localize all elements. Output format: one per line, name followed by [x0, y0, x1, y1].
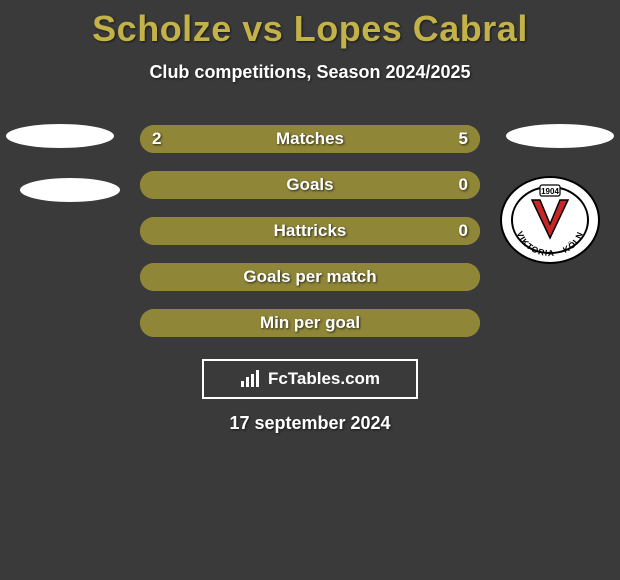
stat-row-gpm: Goals per match — [0, 263, 620, 309]
fctables-label: FcTables.com — [268, 369, 380, 389]
left-shape-1 — [6, 124, 114, 148]
stat-right-value: 0 — [459, 221, 468, 241]
stat-bar: Min per goal — [140, 309, 480, 337]
right-shape-1 — [506, 124, 614, 148]
badge-year: 1904 — [541, 187, 559, 196]
fctables-attribution: FcTables.com — [202, 359, 418, 399]
stat-bar: Goals per match — [140, 263, 480, 291]
stat-label: Matches — [276, 129, 344, 149]
stat-label: Hattricks — [274, 221, 347, 241]
stat-bar: Matches 2 5 — [140, 125, 480, 153]
stat-left-value: 2 — [152, 129, 161, 149]
bars-icon — [240, 370, 262, 388]
stat-label: Goals — [286, 175, 333, 195]
stat-bar: Goals 0 — [140, 171, 480, 199]
stat-label: Min per goal — [260, 313, 360, 333]
bar-right-fill — [237, 125, 480, 153]
left-shape-2 — [20, 178, 120, 202]
stat-right-value: 5 — [459, 129, 468, 149]
club-badge-viktoria-koeln: 1904 VIKTORIA · KÖLN — [500, 176, 600, 264]
stat-label: Goals per match — [243, 267, 376, 287]
stat-right-value: 0 — [459, 175, 468, 195]
subtitle: Club competitions, Season 2024/2025 — [0, 62, 620, 83]
date-text: 17 september 2024 — [0, 413, 620, 434]
stat-bar: Hattricks 0 — [140, 217, 480, 245]
stat-row-mpg: Min per goal — [0, 309, 620, 355]
page-title: Scholze vs Lopes Cabral — [0, 8, 620, 50]
